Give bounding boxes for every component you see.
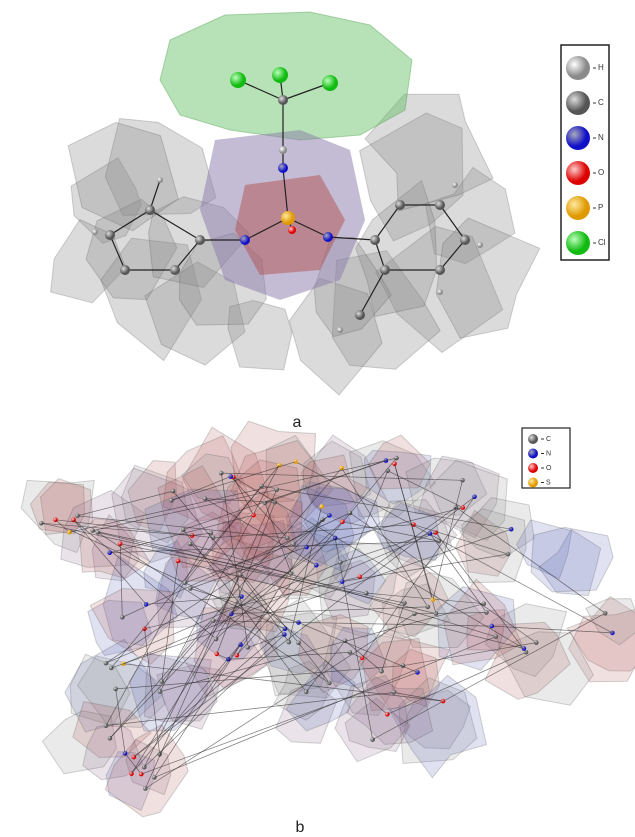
atom [435, 265, 445, 275]
legend-label: N [598, 133, 604, 142]
atom [92, 229, 98, 235]
atom [461, 505, 466, 510]
legend-swatch [566, 161, 590, 185]
legend-label: S [546, 479, 551, 486]
atom [327, 513, 332, 518]
legend-label: H [598, 63, 604, 72]
atom [120, 265, 130, 275]
atom [460, 235, 470, 245]
atom [230, 72, 246, 88]
legend-label: Cl [598, 238, 606, 247]
atom [337, 327, 343, 333]
atom [240, 235, 250, 245]
legend-label: O [598, 168, 604, 177]
atom [506, 552, 511, 557]
legend-swatch [566, 91, 590, 115]
atom [288, 226, 296, 234]
legend-a: H C N O P Cl [561, 45, 609, 260]
atom [437, 289, 443, 295]
panel-label: a [293, 414, 302, 431]
legend-swatch [528, 449, 538, 459]
legend-swatch [528, 478, 538, 488]
surface-facet [436, 218, 540, 338]
legend-swatch [566, 56, 590, 80]
atom [169, 498, 174, 503]
legend-b: CN OS [522, 428, 570, 488]
atom [105, 230, 115, 240]
atom [380, 265, 390, 275]
atom [323, 232, 333, 242]
atom [278, 163, 288, 173]
figure-canvas: HCNOPCl a CNOS b [0, 0, 635, 837]
atom [355, 310, 365, 320]
legend-label: N [546, 450, 551, 457]
atom [281, 211, 295, 225]
atom [145, 205, 155, 215]
legend-swatch [566, 126, 590, 150]
atom [452, 182, 458, 188]
legend-swatch [528, 434, 538, 444]
legend-label: C [598, 98, 604, 107]
figure: HCNOPCl a CNOS b [0, 0, 635, 837]
legend-label: C [546, 436, 551, 443]
atom [477, 242, 483, 248]
panel-label: b [296, 819, 305, 836]
atom [293, 459, 298, 464]
atom [435, 200, 445, 210]
surface-facet [531, 527, 613, 592]
legend-swatch [566, 231, 590, 255]
molecule-a [51, 12, 540, 395]
legend-swatch [528, 463, 538, 473]
atom [170, 265, 180, 275]
atom [272, 67, 288, 83]
legend-label: P [598, 203, 603, 212]
atom [322, 75, 338, 91]
legend-label: O [546, 465, 552, 472]
legend-swatch [566, 196, 590, 220]
atom [327, 681, 332, 686]
atom [279, 146, 287, 154]
atom [278, 95, 288, 105]
atom [157, 177, 163, 183]
atom [195, 235, 205, 245]
atom [395, 200, 405, 210]
atom [319, 504, 324, 509]
atom [370, 235, 380, 245]
